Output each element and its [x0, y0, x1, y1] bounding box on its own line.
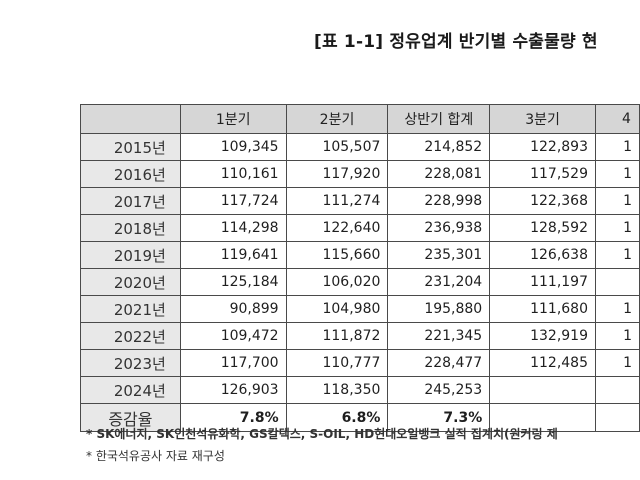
cell-q1: 119,641	[179, 241, 287, 269]
cell-q2: 111,274	[285, 187, 389, 215]
cell-q3	[489, 376, 596, 404]
footnote-reference: * 한국석유공사 자료 재구성	[86, 449, 225, 463]
cell-h1: 228,998	[387, 187, 491, 215]
row-year: 2017년	[80, 187, 181, 215]
cell-q2: 105,507	[285, 133, 389, 161]
growth-row: 증감율 7.8% 6.8% 7.3%	[80, 403, 640, 432]
cell-q3: 111,197	[489, 268, 596, 296]
header-row: 1분기 2분기 상반기 합계 3분기 4	[80, 104, 640, 134]
table-row: 2017년 117,724 111,274 228,998 122,368 1	[80, 187, 640, 215]
cell-h1: 231,204	[387, 268, 491, 296]
cell-h1: 236,938	[387, 214, 491, 242]
growth-q4	[595, 403, 640, 432]
cell-q3: 112,485	[489, 349, 596, 377]
cell-q4: 1	[595, 133, 640, 161]
header-q1: 1분기	[179, 104, 287, 134]
growth-q1: 7.8%	[179, 403, 287, 432]
cell-q3: 122,368	[489, 187, 596, 215]
growth-h1: 7.3%	[387, 403, 491, 432]
row-year: 2020년	[80, 268, 181, 296]
cell-q1: 126,903	[179, 376, 287, 404]
row-year: 2022년	[80, 322, 181, 350]
cell-q3: 128,592	[489, 214, 596, 242]
row-year: 2024년	[80, 376, 181, 404]
row-year: 2019년	[80, 241, 181, 269]
cell-q3: 126,638	[489, 241, 596, 269]
cell-h1: 214,852	[387, 133, 491, 161]
cell-q2: 110,777	[285, 349, 389, 377]
row-year: 2016년	[80, 160, 181, 188]
cell-h1: 235,301	[387, 241, 491, 269]
footnote-sources: * SK에너지, SK인천석유화학, GS칼텍스, S-OIL, HD현대오일뱅…	[86, 427, 558, 441]
header-q4: 4	[595, 104, 640, 134]
cell-h1: 221,345	[387, 322, 491, 350]
cell-h1: 245,253	[387, 376, 491, 404]
cell-q4: 1	[595, 160, 640, 188]
cell-q2: 106,020	[285, 268, 389, 296]
cell-q1: 109,472	[179, 322, 287, 350]
cell-q2: 117,920	[285, 160, 389, 188]
cell-q2: 104,980	[285, 295, 389, 323]
table-row: 2022년 109,472 111,872 221,345 132,919 1	[80, 322, 640, 350]
table-row: 2023년 117,700 110,777 228,477 112,485 1	[80, 349, 640, 377]
cell-q3: 111,680	[489, 295, 596, 323]
cell-q1: 114,298	[179, 214, 287, 242]
row-year: 2023년	[80, 349, 181, 377]
row-year: 2021년	[80, 295, 181, 323]
cell-q3: 122,893	[489, 133, 596, 161]
cell-q4: 1	[595, 214, 640, 242]
cell-q2: 111,872	[285, 322, 389, 350]
cell-q1: 109,345	[179, 133, 287, 161]
cell-q4: 1	[595, 295, 640, 323]
header-q2: 2분기	[285, 104, 389, 134]
cell-q2: 118,350	[285, 376, 389, 404]
cell-h1: 195,880	[387, 295, 491, 323]
cell-q4: 1	[595, 241, 640, 269]
growth-q2: 6.8%	[285, 403, 389, 432]
table-row: 2015년 109,345 105,507 214,852 122,893 1	[80, 133, 640, 161]
header-q3: 3분기	[489, 104, 596, 134]
cell-q1: 90,899	[179, 295, 287, 323]
cell-h1: 228,477	[387, 349, 491, 377]
table-row: 2020년 125,184 106,020 231,204 111,197	[80, 268, 640, 296]
growth-q3	[489, 403, 596, 432]
cell-q1: 117,724	[179, 187, 287, 215]
cell-q2: 115,660	[285, 241, 389, 269]
table-row: 2024년 126,903 118,350 245,253	[80, 376, 640, 404]
cell-q4: 1	[595, 322, 640, 350]
table-title: [표 1-1] 정유업계 반기별 수출물량 현	[314, 32, 598, 52]
cell-q1: 117,700	[179, 349, 287, 377]
header-h1-total: 상반기 합계	[387, 104, 491, 134]
cell-q1: 125,184	[179, 268, 287, 296]
table-row: 2019년 119,641 115,660 235,301 126,638 1	[80, 241, 640, 269]
row-year: 2018년	[80, 214, 181, 242]
growth-label: 증감율	[80, 403, 181, 432]
row-year: 2015년	[80, 133, 181, 161]
cell-q4: 1	[595, 187, 640, 215]
cell-q4	[595, 268, 640, 296]
cell-q2: 122,640	[285, 214, 389, 242]
cell-q4	[595, 376, 640, 404]
table-row: 2018년 114,298 122,640 236,938 128,592 1	[80, 214, 640, 242]
table-row: 2016년 110,161 117,920 228,081 117,529 1	[80, 160, 640, 188]
table-row: 2021년 90,899 104,980 195,880 111,680 1	[80, 295, 640, 323]
cell-q1: 110,161	[179, 160, 287, 188]
cell-h1: 228,081	[387, 160, 491, 188]
cell-q4: 1	[595, 349, 640, 377]
export-volume-table: 1분기 2분기 상반기 합계 3분기 4 2015년 109,345 105,5…	[80, 104, 640, 432]
cell-q3: 132,919	[489, 322, 596, 350]
header-corner	[80, 104, 181, 134]
cell-q3: 117,529	[489, 160, 596, 188]
